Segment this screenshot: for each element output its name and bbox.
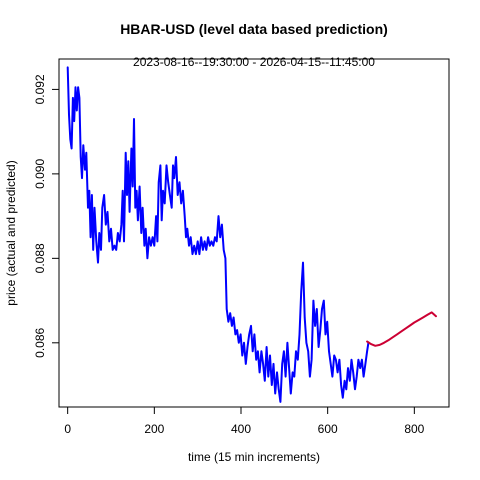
x-axis-label: time (15 min increments) xyxy=(188,450,320,464)
predicted-series-line xyxy=(366,311,437,347)
y-axis: 0.086 0.088 0.090 0.092 xyxy=(33,74,59,358)
x-tick-label: 200 xyxy=(144,422,164,436)
series-layer xyxy=(66,66,437,403)
x-axis: 0 200 400 600 800 xyxy=(64,407,425,436)
plot-frame xyxy=(58,58,450,408)
actual-series-line xyxy=(66,66,370,403)
x-tick-label: 600 xyxy=(318,422,338,436)
y-axis-label: price (actual and predicted) xyxy=(4,160,18,305)
x-tick-label: 800 xyxy=(404,422,424,436)
x-tick-label: 0 xyxy=(64,422,71,436)
y-tick-label: 0.090 xyxy=(33,159,47,189)
chart-subtitle: 2023-08-16--19:30:00 - 2026-04-15--11:45… xyxy=(133,55,375,69)
y-tick-label: 0.092 xyxy=(33,74,47,104)
y-tick-label: 0.088 xyxy=(33,243,47,273)
x-tick-label: 400 xyxy=(231,422,251,436)
chart-title: HBAR-USD (level data based prediction) xyxy=(120,21,388,37)
y-tick-label: 0.086 xyxy=(33,327,47,357)
